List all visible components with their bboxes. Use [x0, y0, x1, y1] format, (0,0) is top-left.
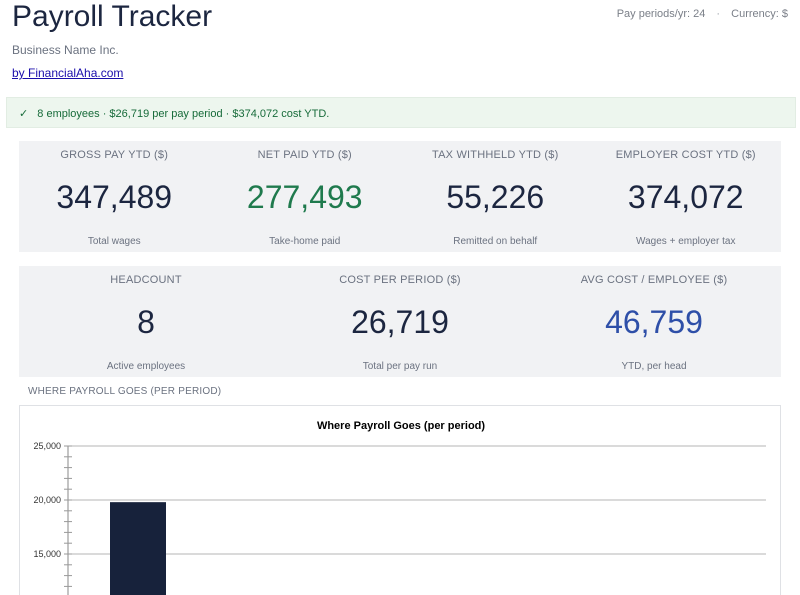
summary-banner: ✓ 8 employees · $26,719 per pay period ·…	[6, 97, 796, 128]
kpi-caption: Take-home paid	[269, 236, 341, 247]
kpi-value: 374,072	[627, 179, 744, 215]
kpi-caption: Active employees	[106, 361, 186, 372]
kpi-value: 277,493	[246, 179, 363, 215]
kpi-label: GROSS PAY YTD ($)	[60, 149, 169, 161]
payroll-chart: Where Payroll Goes (per period) 25,000 20…	[33, 420, 766, 595]
kpi-caption: Total per pay run	[362, 361, 438, 372]
kpi-label: AVG COST / EMPLOYEE ($)	[580, 274, 728, 286]
y-tick-label: 20,000	[33, 495, 61, 505]
kpi-caption: Total wages	[87, 236, 141, 247]
kpi-caption: Remitted on behalf	[453, 236, 538, 247]
kpi-employer-cost: EMPLOYER COST YTD ($) 374,072 Wages + em…	[591, 141, 782, 252]
chart-bars	[110, 502, 166, 595]
kpi-row-ytd: GROSS PAY YTD ($) 347,489 Total wages NE…	[19, 141, 781, 252]
kpi-headcount: HEADCOUNT 8 Active employees	[19, 266, 273, 377]
chart-title: Where Payroll Goes (per period)	[317, 420, 485, 432]
pay-periods-label: Pay periods/yr: 24	[616, 8, 706, 20]
kpi-label: NET PAID YTD ($)	[257, 149, 352, 161]
chart-grid	[68, 445, 766, 555]
chart-y-axis: 25,000 20,000 15,000	[33, 441, 72, 595]
y-tick-label: 25,000	[33, 441, 61, 451]
kpi-tax-withheld: TAX WITHHELD YTD ($) 55,226 Remitted on …	[400, 141, 591, 252]
kpi-value: 347,489	[56, 179, 173, 215]
meta-separator: ·	[716, 8, 721, 20]
kpi-cost-per-period: COST PER PERIOD ($) 26,719 Total per pay…	[273, 266, 527, 377]
kpi-label: EMPLOYER COST YTD ($)	[615, 149, 756, 161]
kpi-label: TAX WITHHELD YTD ($)	[432, 149, 559, 161]
kpi-caption: YTD, per head	[621, 361, 687, 372]
summary-text: 8 employees · $26,719 per pay period · $…	[37, 108, 330, 120]
kpi-net-paid: NET PAID YTD ($) 277,493 Take-home paid	[210, 141, 401, 252]
kpi-avg-cost: AVG COST / EMPLOYEE ($) 46,759 YTD, per …	[527, 266, 781, 377]
kpi-caption: Wages + employer tax	[636, 236, 736, 247]
check-icon: ✓	[19, 108, 29, 120]
business-name: Business Name Inc.	[12, 43, 119, 57]
section-heading: WHERE PAYROLL GOES (PER PERIOD)	[28, 386, 222, 397]
kpi-label: COST PER PERIOD ($)	[339, 274, 461, 286]
currency-label: Currency: $	[731, 8, 788, 20]
y-tick-label: 15,000	[33, 549, 61, 559]
chart-bar	[110, 502, 166, 595]
kpi-value: 55,226	[446, 179, 545, 215]
kpi-value: 46,759	[605, 304, 703, 340]
payroll-chart-panel: Where Payroll Goes (per period) 25,000 20…	[19, 405, 781, 595]
kpi-value: 8	[137, 304, 155, 340]
kpi-value: 26,719	[351, 304, 449, 340]
kpi-label: HEADCOUNT	[110, 274, 182, 286]
page-title: Payroll Tracker	[12, 0, 213, 33]
credit-link[interactable]: by FinancialAha.com	[12, 66, 124, 80]
kpi-gross-pay: GROSS PAY YTD ($) 347,489 Total wages	[19, 141, 210, 252]
kpi-row-headcount: HEADCOUNT 8 Active employees COST PER PE…	[19, 266, 781, 377]
header-meta: Pay periods/yr: 24 · Currency: $	[617, 8, 788, 20]
